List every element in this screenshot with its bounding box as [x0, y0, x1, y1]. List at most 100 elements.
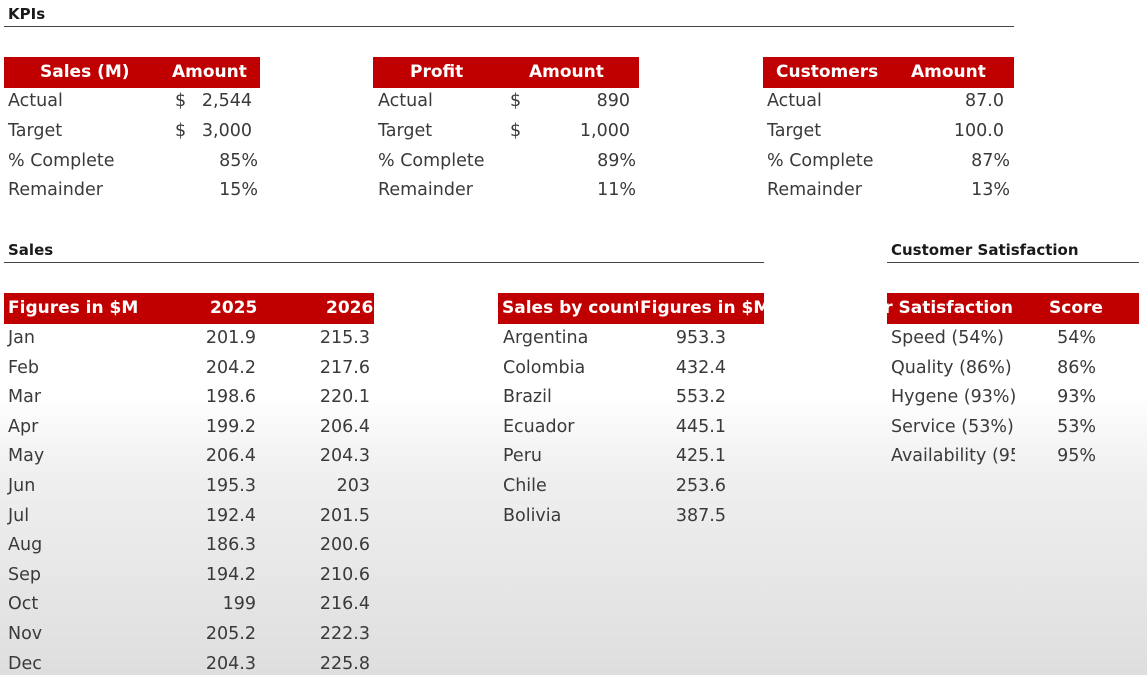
satisfaction-label-cell[interactable]: Quality (86%)	[891, 357, 1012, 378]
satisfaction-score-cell[interactable]: 54%	[1057, 328, 1096, 348]
country-value-cell[interactable]: 432.4	[675, 357, 726, 378]
country-sales-header: Sales by country Figures in $M	[498, 293, 764, 324]
value-2026-cell[interactable]: 222.3	[319, 624, 370, 644]
sales-kpi-value[interactable]: 85%	[219, 151, 258, 171]
sales-kpi-value[interactable]: 3,000	[201, 121, 252, 141]
value-2026-cell[interactable]: 201.5	[319, 505, 370, 526]
profit-kpi-value[interactable]: 11%	[597, 180, 636, 200]
profit-kpi-currency[interactable]: $	[510, 121, 522, 141]
country-cell[interactable]: Argentina	[503, 328, 589, 348]
value-2025-cell[interactable]: 194.2	[205, 564, 256, 585]
month-cell[interactable]: Jan	[8, 328, 35, 348]
sales-kpi-label[interactable]: % Complete	[8, 151, 115, 171]
profit-kpi-label[interactable]: Actual	[378, 91, 433, 111]
month-cell[interactable]: Jul	[8, 505, 30, 526]
satisfaction-header-label: Customer Satisfaction	[887, 298, 1013, 318]
satisfaction-header-score: Score	[1049, 298, 1103, 318]
satisfaction-score-cell[interactable]: 53%	[1057, 416, 1096, 437]
value-2026-cell[interactable]: 204.3	[319, 446, 370, 467]
month-cell[interactable]: Feb	[8, 357, 39, 378]
customers-kpi-value[interactable]: 87.0	[965, 91, 1004, 111]
satisfaction-label-cell[interactable]: Hygene (93%)	[891, 387, 1015, 408]
country-header-figures: Figures in $M	[640, 298, 764, 318]
value-2025-cell[interactable]: 205.2	[205, 624, 256, 644]
sales-kpi-label[interactable]: Target	[8, 121, 63, 141]
customers-kpi-value[interactable]: 100.0	[953, 121, 1004, 141]
profit-kpi-label[interactable]: Remainder	[378, 180, 473, 200]
country-cell[interactable]: Brazil	[503, 387, 552, 408]
value-2026-cell[interactable]: 203	[336, 476, 370, 496]
value-2025-cell[interactable]: 199.2	[205, 416, 256, 437]
satisfaction-label-cell[interactable]: Availability (95%)	[891, 446, 1015, 467]
sales-kpi-currency[interactable]: $	[175, 91, 187, 111]
country-value-cell[interactable]: 953.3	[675, 328, 726, 348]
country-value-cell[interactable]: 445.1	[675, 416, 726, 437]
value-2025-cell[interactable]: 204.2	[205, 357, 256, 378]
country-cell[interactable]: Chile	[503, 476, 547, 496]
customers-kpi-header-amount: Amount	[911, 62, 986, 82]
month-cell[interactable]: Apr	[8, 416, 39, 437]
country-value-cell[interactable]: 553.2	[675, 387, 726, 408]
value-2025-cell[interactable]: 199	[222, 594, 256, 615]
profit-kpi-label[interactable]: Target	[378, 121, 433, 141]
monthly-header-2026: 2026	[326, 298, 374, 318]
month-cell[interactable]: May	[8, 446, 45, 467]
value-2025-cell[interactable]: 206.4	[205, 446, 256, 467]
value-2026-cell[interactable]: 216.4	[319, 594, 370, 615]
country-cell[interactable]: Colombia	[503, 357, 586, 378]
satisfaction-label-cell[interactable]: Speed (54%)	[891, 328, 1004, 348]
customers-kpi-label[interactable]: Actual	[767, 91, 822, 111]
profit-kpi-value[interactable]: 89%	[597, 151, 636, 171]
profit-kpi-label[interactable]: % Complete	[378, 151, 485, 171]
monthly-sales-header: Figures in $M 2025 2026	[4, 293, 374, 324]
country-cell[interactable]: Ecuador	[503, 416, 575, 437]
value-2026-cell[interactable]: 220.1	[319, 387, 370, 408]
country-value-cell[interactable]: 253.6	[675, 476, 726, 496]
profit-kpi-value[interactable]: 890	[596, 91, 630, 111]
satisfaction-underline	[887, 262, 1139, 263]
month-cell[interactable]: Oct	[8, 594, 39, 615]
customers-kpi-value[interactable]: 13%	[971, 180, 1010, 200]
profit-kpi-currency[interactable]: $	[510, 91, 522, 111]
month-cell[interactable]: Jun	[8, 476, 36, 496]
satisfaction-score-cell[interactable]: 95%	[1057, 446, 1096, 467]
sales-kpi-label[interactable]: Remainder	[8, 180, 103, 200]
satisfaction-score-cell[interactable]: 86%	[1057, 357, 1096, 378]
month-cell[interactable]: Mar	[8, 387, 42, 408]
sales-kpi-currency[interactable]: $	[175, 121, 187, 141]
value-2026-cell[interactable]: 210.6	[319, 564, 370, 585]
kpis-title: KPIs	[8, 5, 46, 23]
value-2026-cell[interactable]: 215.3	[319, 328, 370, 348]
sales-kpi-label[interactable]: Actual	[8, 91, 63, 111]
customers-kpi-label[interactable]: % Complete	[767, 151, 874, 171]
value-2025-cell[interactable]: 186.3	[205, 535, 256, 556]
customers-kpi-label[interactable]: Target	[767, 121, 822, 141]
month-cell[interactable]: Nov	[8, 624, 43, 644]
value-2026-cell[interactable]: 206.4	[319, 416, 370, 437]
value-2026-cell[interactable]: 225.8	[319, 653, 370, 674]
sales-kpi-header-amount: Amount	[172, 62, 247, 82]
country-cell[interactable]: Peru	[503, 446, 542, 467]
satisfaction-score-cell[interactable]: 93%	[1057, 387, 1096, 408]
value-2026-cell[interactable]: 217.6	[319, 357, 370, 378]
value-2025-cell[interactable]: 192.4	[205, 505, 256, 526]
sales-kpi-value[interactable]: 2,544	[201, 91, 252, 111]
sales-underline	[4, 262, 764, 263]
value-2025-cell[interactable]: 204.3	[205, 653, 256, 674]
value-2025-cell[interactable]: 201.9	[205, 328, 256, 348]
country-value-cell[interactable]: 425.1	[675, 446, 726, 467]
satisfaction-label-cell[interactable]: Service (53%)	[891, 416, 1014, 437]
sales-kpi-header-label: Sales (M)	[40, 62, 130, 82]
sales-kpi-value[interactable]: 15%	[219, 180, 258, 200]
month-cell[interactable]: Aug	[8, 535, 43, 556]
customers-kpi-value[interactable]: 87%	[971, 151, 1010, 171]
month-cell[interactable]: Sep	[8, 564, 41, 585]
profit-kpi-value[interactable]: 1,000	[579, 121, 630, 141]
country-cell[interactable]: Bolivia	[503, 505, 562, 526]
value-2026-cell[interactable]: 200.6	[319, 535, 370, 556]
country-value-cell[interactable]: 387.5	[675, 505, 726, 526]
month-cell[interactable]: Dec	[8, 653, 42, 674]
value-2025-cell[interactable]: 198.6	[205, 387, 256, 408]
value-2025-cell[interactable]: 195.3	[205, 476, 256, 496]
customers-kpi-label[interactable]: Remainder	[767, 180, 862, 200]
